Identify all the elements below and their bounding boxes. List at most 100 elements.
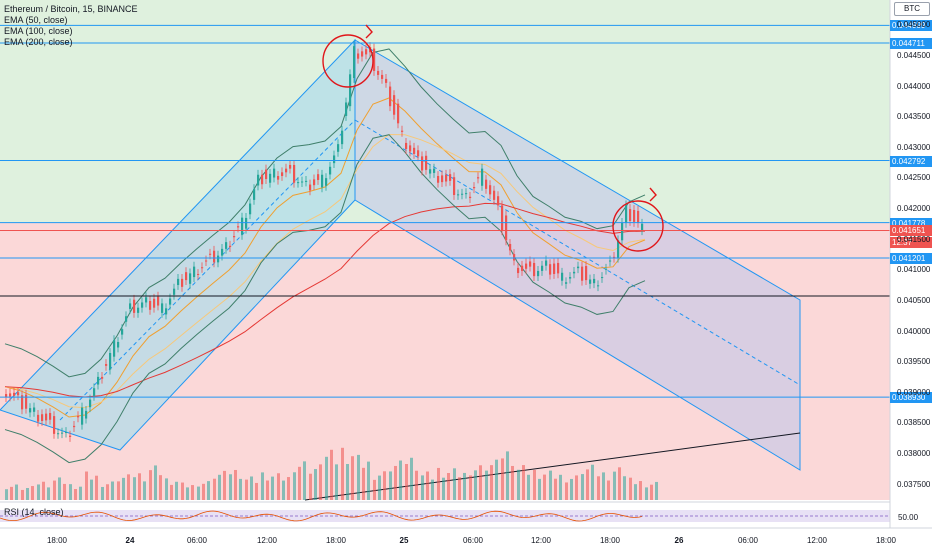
candle-body bbox=[569, 277, 572, 279]
currency-badge[interactable]: BTC bbox=[894, 2, 930, 16]
volume-bar bbox=[42, 481, 45, 500]
volume-bar bbox=[399, 460, 402, 500]
volume-bar bbox=[543, 474, 546, 500]
time-tick-label: 06:00 bbox=[737, 536, 759, 545]
level-price-tag: 0.041201 bbox=[890, 253, 932, 264]
price-tick-label: 0.044000 bbox=[897, 81, 931, 91]
candle-body bbox=[573, 271, 576, 274]
candle-body bbox=[417, 150, 420, 157]
candle-body bbox=[101, 376, 104, 379]
volume-bar bbox=[357, 454, 360, 500]
volume-bar bbox=[26, 488, 29, 500]
volume-bar bbox=[410, 457, 413, 500]
volume-bar bbox=[485, 470, 488, 500]
volume-bar bbox=[650, 484, 653, 500]
volume-bar bbox=[474, 470, 477, 500]
volume-bar bbox=[223, 470, 226, 500]
rsi-level-label: 50.00 bbox=[898, 513, 919, 522]
volume-bar bbox=[261, 472, 264, 500]
countdown-tag: 12:37 bbox=[890, 237, 932, 249]
candle-body bbox=[21, 395, 24, 410]
candle-body bbox=[593, 278, 596, 284]
indicator-ema100[interactable]: EMA (100, close) bbox=[4, 26, 73, 36]
volume-bar bbox=[229, 474, 232, 500]
volume-bar bbox=[341, 447, 344, 500]
volume-bar bbox=[383, 471, 386, 500]
volume-bar bbox=[111, 481, 114, 500]
indicator-ema50[interactable]: EMA (50, close) bbox=[4, 15, 68, 25]
time-tick-label: 18:00 bbox=[599, 536, 621, 545]
candle-body bbox=[333, 155, 336, 164]
current-arrow-annotation bbox=[649, 187, 657, 202]
candle-body bbox=[337, 144, 340, 152]
volume-bar bbox=[74, 489, 77, 500]
candle-body bbox=[201, 267, 204, 269]
candle-body bbox=[25, 394, 28, 409]
candle-body bbox=[93, 388, 96, 396]
candle-body bbox=[549, 264, 552, 275]
trendline bbox=[304, 432, 801, 501]
candle-body bbox=[261, 174, 264, 185]
volume-bar bbox=[191, 485, 194, 500]
volume-bar bbox=[266, 480, 269, 500]
symbol-title[interactable]: Ethereum / Bitcoin, 15, BINANCE bbox=[4, 4, 138, 14]
time-tick-label: 12:00 bbox=[806, 536, 828, 545]
volume-bar bbox=[415, 470, 418, 500]
volume-bar bbox=[138, 473, 141, 500]
level-price-tag: 0.038930 bbox=[890, 392, 932, 404]
candle-body bbox=[461, 193, 464, 195]
volume-bar bbox=[469, 475, 472, 500]
candle-body bbox=[625, 205, 628, 223]
volume-bar bbox=[298, 466, 301, 500]
volume-bar bbox=[645, 487, 648, 500]
candle-body bbox=[473, 187, 476, 189]
level-price-tag: 0.044999 bbox=[890, 20, 932, 32]
candle-body bbox=[309, 184, 312, 191]
volume-bar bbox=[5, 489, 8, 500]
volume-bar bbox=[207, 481, 210, 500]
price-tick-label: 0.041000 bbox=[897, 265, 931, 275]
volume-bar bbox=[79, 486, 82, 500]
volume-bar bbox=[479, 465, 482, 500]
candle-body bbox=[73, 425, 76, 428]
volume-bar bbox=[575, 475, 578, 500]
volume-bar bbox=[85, 471, 88, 500]
volume-bar bbox=[367, 461, 370, 500]
price-tick-label: 0.040000 bbox=[897, 326, 931, 336]
volume-bar bbox=[506, 451, 509, 500]
candle-body bbox=[249, 203, 252, 215]
candle-body bbox=[189, 273, 192, 284]
candle-body bbox=[237, 226, 240, 228]
rsi-indicator-label[interactable]: RSI (14, close) bbox=[4, 507, 64, 517]
ascending-midline bbox=[59, 119, 356, 421]
candle-body bbox=[129, 303, 132, 309]
volume-bar bbox=[287, 477, 290, 500]
volume-bar bbox=[613, 471, 616, 500]
candle-body bbox=[225, 242, 228, 249]
volume-bar bbox=[10, 486, 13, 500]
price-tick-label: 0.042000 bbox=[897, 204, 931, 214]
indicator-ema200[interactable]: EMA (200, close) bbox=[4, 37, 73, 47]
candle-body bbox=[561, 272, 564, 281]
candle-body bbox=[177, 278, 180, 286]
candle-body bbox=[357, 53, 360, 59]
volume-bar bbox=[602, 472, 605, 500]
ema100-line bbox=[4, 134, 646, 409]
bollinger-layer bbox=[4, 48, 646, 464]
candle-body bbox=[489, 185, 492, 195]
descending-midline bbox=[354, 119, 801, 386]
volume-bar bbox=[591, 464, 594, 500]
candle-body bbox=[265, 169, 268, 180]
volume-bar bbox=[154, 465, 157, 500]
price-tick-label: 0.043000 bbox=[897, 142, 931, 152]
candle-body bbox=[317, 174, 320, 180]
volume-bar bbox=[501, 458, 504, 500]
volume-bar bbox=[202, 483, 205, 500]
candle-body bbox=[253, 189, 256, 200]
candle-body bbox=[65, 432, 68, 434]
volume-bar bbox=[533, 469, 536, 500]
candle-body bbox=[633, 209, 636, 222]
volume-bar bbox=[629, 477, 632, 500]
candle-body bbox=[285, 168, 288, 173]
